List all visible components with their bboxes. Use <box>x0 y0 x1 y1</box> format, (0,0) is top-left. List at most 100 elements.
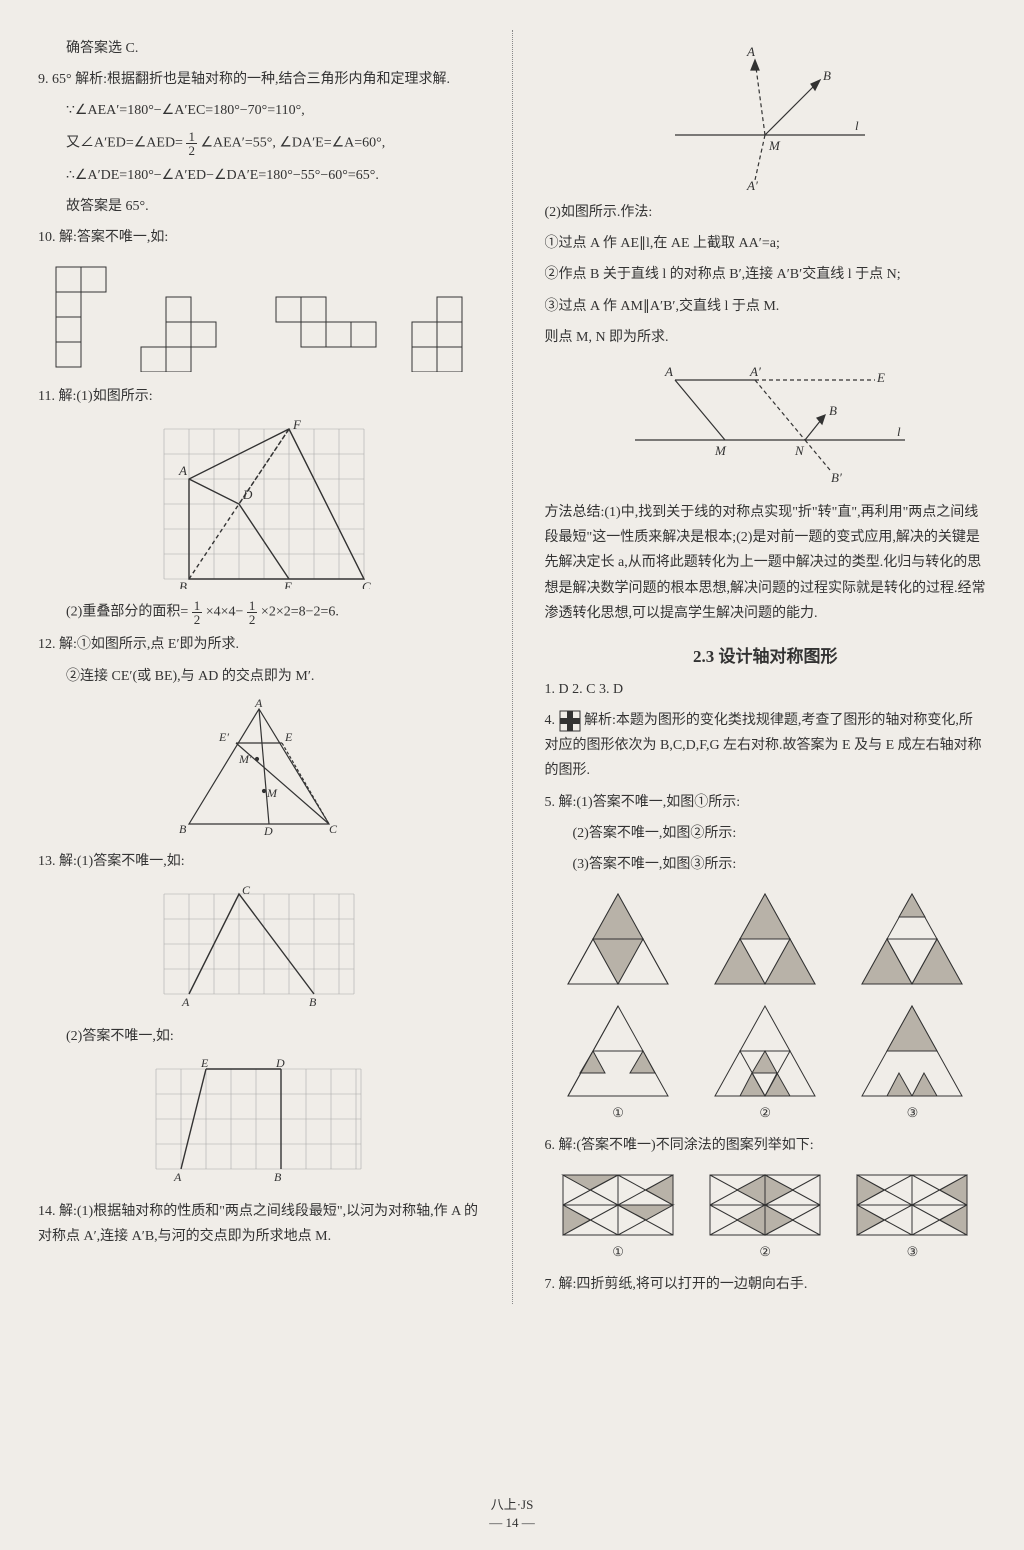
lbl-Ep: E′ <box>218 730 229 744</box>
q4-num: 4. <box>545 713 556 728</box>
lbl-B: B <box>309 995 317 1009</box>
q11-2a: (2)重叠部分的面积= <box>66 605 188 620</box>
lbl-l: l <box>897 424 901 439</box>
r2-head: (2)如图所示.作法: <box>545 200 987 225</box>
lbl-1: ① <box>553 1105 683 1121</box>
q13-diagram2: A B E D <box>38 1059 480 1189</box>
q4-text: 解析:本题为图形的变化类找规律题,考查了图形的轴对称变化,所对应的图形依次为 B… <box>545 713 982 778</box>
q9-line2: 又∠A′ED=∠AED= 12 ∠AEA′=55°, ∠DA′E=∠A=60°, <box>38 130 480 157</box>
lbl-B: B <box>179 822 187 836</box>
q13-l2: (2)答案不唯一,如: <box>38 1024 480 1049</box>
lbl-D: D <box>242 487 253 502</box>
lbl-l: l <box>855 118 859 133</box>
method-summary: 方法总结:(1)中,找到关于线的对称点实现"折"转"直",再利用"两点之间线段最… <box>545 500 987 626</box>
q5-l3: (3)答案不唯一,如图③所示: <box>545 852 987 877</box>
lbl-C: C <box>242 884 251 897</box>
triangle-row-2: ① ② <box>545 1001 987 1121</box>
lbl-D: D <box>263 824 273 838</box>
footer-l2: — 14 — <box>0 1514 1024 1532</box>
shape-4 <box>407 292 467 372</box>
q12-diagram: A B C D E E′ M M′ <box>38 699 480 839</box>
lbl-A: A <box>746 44 755 59</box>
tri-1 <box>553 1001 683 1101</box>
lbl-D: D <box>275 1059 285 1070</box>
lbl-Ap: A′ <box>749 364 761 379</box>
q9-l2b: ∠AEA′=55°, ∠DA′E=∠A=60°, <box>200 135 385 150</box>
q4-icon <box>559 710 581 732</box>
sq-lbl-1: ① <box>558 1244 678 1260</box>
r2-l1: ①过点 A 作 AE∥l,在 AE 上截取 AA′=a; <box>545 231 987 256</box>
q14: 14. 解:(1)根据轴对称的性质和"两点之间线段最短",以河为对称轴,作 A … <box>38 1199 480 1249</box>
q5-l1: 5. 解:(1)答案不唯一,如图①所示: <box>545 790 987 815</box>
q11: 11. 解:(1)如图所示: <box>38 384 480 409</box>
lbl-E: E <box>200 1059 209 1070</box>
left-column: 确答案选 C. 9. 65° 解析:根据翻折也是轴对称的一种,结合三角形内角和定… <box>38 30 480 1304</box>
lbl-F: F <box>292 419 302 432</box>
fraction-half: 12 <box>186 130 197 157</box>
lbl-M: M <box>768 138 781 153</box>
lbl-A: A <box>173 1170 182 1184</box>
sq-lbl-3: ③ <box>852 1244 972 1260</box>
lbl-Bp: B′ <box>831 470 842 485</box>
lbl-A: A <box>181 995 190 1009</box>
section-2-3-title: 2.3 设计轴对称图形 <box>545 642 987 667</box>
q9: 9. 65° 解析:根据翻折也是轴对称的一种,结合三角形内角和定理求解. <box>38 67 480 92</box>
lbl-2: ② <box>700 1105 830 1121</box>
lbl-3: ③ <box>847 1105 977 1121</box>
sq-3 <box>852 1170 972 1240</box>
lbl-E: E <box>876 370 885 385</box>
lbl-B: B <box>274 1170 282 1184</box>
r2-l3: ③过点 A 作 AM∥A′B′,交直线 l 于点 M. <box>545 294 987 319</box>
sq-1 <box>558 1170 678 1240</box>
q11-2c: ×2×2=8−2=6. <box>261 605 339 620</box>
shape-1 <box>51 262 111 372</box>
q6: 6. 解:(答案不唯一)不同涂法的图案列举如下: <box>545 1133 987 1158</box>
tri-b <box>700 889 830 989</box>
q11-2: (2)重叠部分的面积= 12 ×4×4− 12 ×2×2=8−2=6. <box>38 599 480 626</box>
tri-c <box>847 889 977 989</box>
lbl-C: C <box>362 579 371 589</box>
lbl-M: M <box>266 786 278 800</box>
q5-l2: (2)答案不唯一,如图②所示: <box>545 821 987 846</box>
lbl-E: E <box>283 579 292 589</box>
r-top-diagram: A B M A′ l <box>545 40 987 190</box>
lbl-B: B <box>829 403 837 418</box>
q11-2b: ×4×4− <box>206 605 244 620</box>
fraction-half-2: 12 <box>192 599 203 626</box>
tri-3 <box>847 1001 977 1101</box>
q7: 7. 解:四折剪纸,将可以打开的一边朝向右手. <box>545 1272 987 1297</box>
lbl-C: C <box>329 822 338 836</box>
lbl-N: N <box>794 443 805 458</box>
q11-diagram: A F D B E C <box>38 419 480 589</box>
footer-l1: 八上·JS <box>0 1496 1024 1514</box>
lbl-A: A <box>664 364 673 379</box>
q10-shapes <box>38 262 480 372</box>
page-footer: 八上·JS — 14 — <box>0 1496 1024 1532</box>
fraction-half-3: 12 <box>247 599 258 626</box>
q12-l1: 12. 解:①如图所示,点 E′即为所求. <box>38 632 480 657</box>
q8-tail: 确答案选 C. <box>38 36 480 61</box>
answers-1-3: 1. D 2. C 3. D <box>545 677 987 702</box>
lbl-B: B <box>823 68 831 83</box>
column-divider <box>512 30 513 1304</box>
sq-2 <box>705 1170 825 1240</box>
tri-a <box>553 889 683 989</box>
square-row: ① ② <box>545 1170 987 1260</box>
triangle-row-1 <box>545 889 987 989</box>
page-columns: 确答案选 C. 9. 65° 解析:根据翻折也是轴对称的一种,结合三角形内角和定… <box>38 30 986 1304</box>
q12-l2: ②连接 CE′(或 BE),与 AD 的交点即为 M′. <box>38 664 480 689</box>
shape-3 <box>271 292 381 372</box>
lbl-E: E <box>284 730 293 744</box>
lbl-Ap: A′ <box>746 178 758 190</box>
q4: 4. 解析:本题为图形的变化类找规律题,考查了图形的轴对称变化,所对应的图形依次… <box>545 708 987 784</box>
q10: 10. 解:答案不唯一,如: <box>38 225 480 250</box>
r2-l4: 则点 M, N 即为所求. <box>545 325 987 350</box>
right-column: A B M A′ l (2)如图所示.作法: ①过点 A 作 AE∥l,在 AE… <box>545 30 987 1304</box>
lbl-A: A <box>254 699 263 710</box>
q9-line1: ∵∠AEA′=180°−∠A′EC=180°−70°=110°, <box>38 98 480 123</box>
lbl-B: B <box>179 579 187 589</box>
r2-l2: ②作点 B 关于直线 l 的对称点 B′,连接 A′B′交直线 l 于点 N; <box>545 262 987 287</box>
q9-line3: ∴∠A′DE=180°−∠A′ED−∠DA′E=180°−55°−60°=65°… <box>38 163 480 188</box>
q9-l2a: 又∠A′ED=∠AED= <box>66 135 183 150</box>
r-mid-diagram: A A′ E M N B B′ l <box>545 360 987 490</box>
